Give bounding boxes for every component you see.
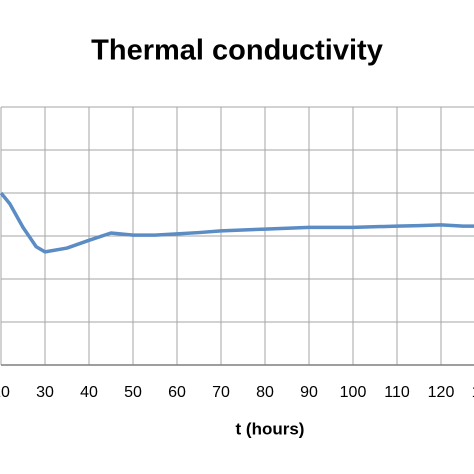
x-tick-label: 130 bbox=[472, 384, 474, 401]
x-tick-label: 120 bbox=[428, 384, 455, 401]
data-line bbox=[0, 191, 474, 254]
x-axis-label: t (hours) bbox=[236, 419, 305, 438]
x-tick-label: 100 bbox=[340, 384, 367, 401]
x-tick-label: 80 bbox=[256, 384, 274, 401]
chart-title: Thermal conductivity bbox=[91, 35, 383, 67]
x-tick-label: 20 bbox=[0, 384, 10, 401]
x-tick-label: 60 bbox=[168, 384, 186, 401]
x-tick-label: 30 bbox=[36, 384, 54, 401]
x-tick-label: 110 bbox=[384, 384, 410, 401]
x-tick-label: 50 bbox=[124, 384, 142, 401]
x-tick-label: 70 bbox=[212, 384, 230, 401]
x-tick-label: 90 bbox=[300, 384, 318, 401]
x-tick-label: 40 bbox=[80, 384, 98, 401]
